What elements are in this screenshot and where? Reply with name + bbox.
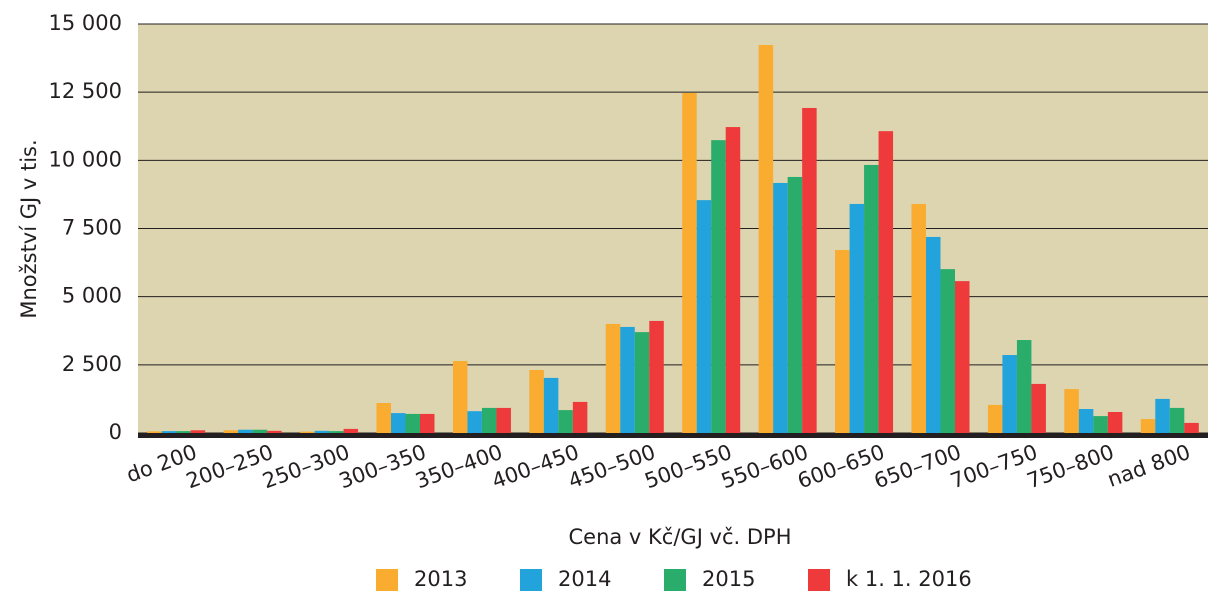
y-tick-label: 2 500 xyxy=(62,352,122,376)
bar xyxy=(926,236,941,433)
bar xyxy=(223,430,239,433)
bar xyxy=(467,411,482,433)
y-tick-label: 12 500 xyxy=(49,79,122,103)
legend-swatch xyxy=(376,569,398,591)
x-tick-label: 400–450 xyxy=(489,440,582,494)
bar xyxy=(391,413,406,433)
legend-swatch xyxy=(808,569,830,591)
y-tick-label: 10 000 xyxy=(49,147,122,171)
bar xyxy=(1093,416,1108,433)
legend-label: 2014 xyxy=(558,567,611,591)
x-tick-label: 500–550 xyxy=(642,440,735,494)
x-axis-line xyxy=(138,433,1208,438)
bar xyxy=(420,413,435,433)
bar xyxy=(1107,412,1123,433)
y-tick-label: 5 000 xyxy=(62,284,122,308)
bar xyxy=(1031,383,1046,433)
bar xyxy=(696,200,712,433)
bar xyxy=(238,429,253,433)
x-tick-label: 300–350 xyxy=(336,440,429,494)
bar xyxy=(572,401,588,433)
bar xyxy=(955,281,970,433)
legend-swatch xyxy=(664,569,686,591)
x-tick-label: 600–650 xyxy=(794,440,887,494)
bar xyxy=(605,323,621,433)
bar xyxy=(496,407,511,433)
legend-label: 2015 xyxy=(702,567,755,591)
bar xyxy=(940,269,955,433)
bar xyxy=(773,182,788,433)
bar xyxy=(1169,407,1185,433)
bar xyxy=(802,107,817,434)
bar xyxy=(835,250,850,433)
bar xyxy=(405,413,420,433)
bar xyxy=(1140,419,1156,433)
bar xyxy=(758,44,774,434)
x-tick-label: 750–800 xyxy=(1024,440,1117,494)
bar xyxy=(481,407,497,433)
bar xyxy=(267,430,282,433)
bar xyxy=(161,431,177,433)
x-tick-label: 650–700 xyxy=(871,440,964,494)
bar xyxy=(329,431,344,433)
bar xyxy=(711,140,726,433)
y-tick-label: 7 500 xyxy=(62,216,122,240)
bar xyxy=(1016,340,1032,433)
y-axis-label: Množství GJ v tis. xyxy=(17,139,41,318)
bar xyxy=(543,377,559,433)
bar xyxy=(1002,355,1017,433)
bar xyxy=(1184,422,1199,433)
bar xyxy=(849,203,865,433)
bar xyxy=(987,404,1003,433)
bar xyxy=(376,403,391,433)
bar xyxy=(787,176,803,433)
x-tick-label: 250–300 xyxy=(259,440,352,494)
legend-swatch xyxy=(520,569,542,591)
y-tick-label: 15 000 xyxy=(49,11,122,35)
bar xyxy=(682,92,697,433)
bar xyxy=(1078,409,1094,433)
bar xyxy=(878,131,894,433)
bar xyxy=(147,431,162,433)
x-tick-label: 550–600 xyxy=(718,440,811,494)
x-tick-label: nad 800 xyxy=(1104,440,1193,492)
x-tick-label: 200–250 xyxy=(183,440,276,494)
bar xyxy=(649,320,664,433)
bar xyxy=(864,164,879,433)
x-axis-label: Cena v Kč/GJ vč. DPH xyxy=(568,525,791,549)
bar xyxy=(1155,398,1170,433)
bar xyxy=(300,431,315,433)
x-tick-label: 700–750 xyxy=(947,440,1040,494)
bar xyxy=(529,370,544,433)
bar xyxy=(252,429,268,433)
bar xyxy=(343,428,359,433)
bar xyxy=(911,203,926,433)
y-tick-label: 0 xyxy=(109,420,122,444)
bar xyxy=(314,430,330,433)
bar xyxy=(176,431,191,433)
bar xyxy=(452,361,468,433)
x-tick-label: 350–400 xyxy=(412,440,505,494)
bar xyxy=(190,430,206,433)
legend-label: k 1. 1. 2016 xyxy=(846,567,972,591)
legend-label: 2013 xyxy=(414,567,467,591)
bar xyxy=(1064,389,1079,433)
x-tick-label: 450–500 xyxy=(565,440,658,494)
bar xyxy=(558,410,573,433)
bar xyxy=(620,326,635,433)
bar xyxy=(634,332,650,433)
bar xyxy=(725,127,741,434)
